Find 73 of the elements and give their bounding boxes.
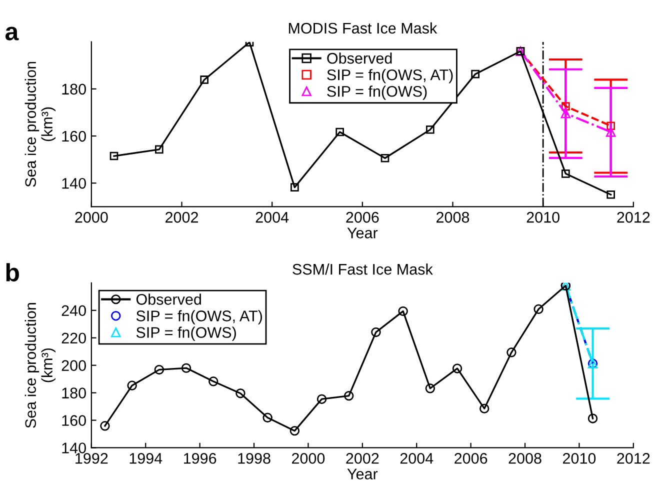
- x-tick-label: 2000: [75, 212, 108, 223]
- point: [154, 364, 164, 375]
- point: [262, 412, 272, 422]
- x-tick-label: 1992: [76, 452, 108, 464]
- point: [425, 384, 436, 394]
- legend-label: SIP = fn(OWS, AT): [327, 69, 453, 84]
- x-tick-label: 2008: [436, 212, 470, 223]
- point: [371, 327, 381, 338]
- x-tick-label: 2006: [346, 212, 379, 223]
- point: [181, 363, 192, 373]
- x-tick-label: 2012: [617, 212, 650, 223]
- point: [560, 108, 571, 118]
- x-tick-label: 2008: [508, 452, 542, 464]
- x-tick-label: 2000: [292, 452, 325, 464]
- point: [452, 364, 462, 374]
- point: [398, 306, 408, 316]
- y-tick-label: 180: [62, 84, 86, 95]
- legend-label: SIP = fn(OWS, AT): [136, 310, 262, 324]
- y-tick-label: 160: [62, 415, 86, 426]
- y-tick-label: 180: [62, 388, 86, 398]
- chart-title: SSM/I Fast Ice Mask: [292, 263, 433, 275]
- point: [100, 421, 110, 431]
- y-tick-label: 220: [62, 332, 86, 344]
- x-tick-label: 1998: [238, 452, 270, 464]
- y-axis-title: Sea ice production (km³): [24, 303, 56, 428]
- point: [316, 394, 327, 404]
- point: [480, 404, 490, 414]
- point: [236, 388, 246, 398]
- legend-label: SIP = fn(OWS): [327, 86, 427, 100]
- x-axis-title: Year: [347, 228, 378, 238]
- point: [110, 152, 118, 160]
- point: [155, 145, 164, 154]
- x-tick-label: 2004: [256, 212, 289, 223]
- point: [506, 348, 516, 358]
- point: [290, 183, 299, 192]
- chart-title: MODIS Fast Ice Mask: [288, 22, 438, 34]
- y-tick-label: 200: [62, 360, 86, 371]
- x-tick-label: 2006: [454, 452, 488, 464]
- y-axis-title: Sea ice production (km³): [24, 62, 56, 187]
- y-tick-label: 160: [62, 130, 86, 142]
- point: [426, 125, 434, 134]
- point: [561, 170, 570, 178]
- point: [561, 102, 570, 111]
- x-tick-label: 2002: [166, 212, 198, 223]
- point: [336, 128, 344, 136]
- legend-label: Observed: [327, 52, 392, 64]
- y-tick-label: 140: [62, 442, 86, 454]
- y-tick-label: 140: [62, 178, 86, 189]
- point: [471, 70, 480, 78]
- point: [588, 414, 598, 424]
- x-tick-label: 2002: [346, 452, 379, 464]
- x-axis-title: Year: [347, 468, 378, 480]
- legend-label: SIP = fn(OWS): [136, 326, 236, 341]
- x-tick-label: 1996: [184, 452, 216, 464]
- x-tick-label: 2010: [562, 452, 596, 464]
- x-tick-label: 2004: [400, 452, 434, 464]
- point: [606, 122, 615, 130]
- point: [606, 127, 616, 137]
- text: b: [6, 263, 19, 282]
- legend-label: Observed: [136, 294, 201, 305]
- point: [290, 426, 300, 436]
- x-tick-label: 1994: [130, 452, 162, 464]
- x-tick-label: 2012: [617, 452, 650, 464]
- x-tick-label: 2010: [526, 212, 560, 223]
- point: [534, 304, 544, 314]
- text: a: [5, 26, 19, 40]
- y-tick-label: 240: [62, 305, 86, 316]
- point: [344, 390, 354, 401]
- point: [200, 76, 208, 84]
- point: [127, 380, 137, 390]
- point: [208, 376, 218, 386]
- point: [380, 154, 390, 162]
- point: [606, 190, 615, 199]
